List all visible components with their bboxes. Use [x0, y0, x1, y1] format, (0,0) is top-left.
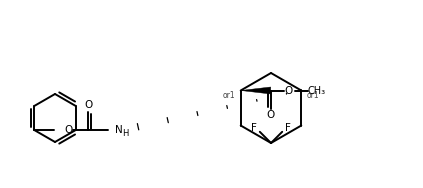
Text: or1: or1: [222, 91, 235, 100]
Text: F: F: [285, 123, 291, 133]
Text: CH₃: CH₃: [308, 86, 326, 96]
Text: or1: or1: [307, 91, 320, 100]
Text: F: F: [251, 123, 257, 133]
Text: H: H: [122, 130, 129, 139]
Text: O: O: [64, 125, 72, 135]
Polygon shape: [241, 87, 271, 94]
Text: O: O: [84, 100, 92, 110]
Text: N: N: [115, 125, 123, 135]
Text: O: O: [285, 86, 293, 96]
Text: O: O: [266, 111, 275, 121]
